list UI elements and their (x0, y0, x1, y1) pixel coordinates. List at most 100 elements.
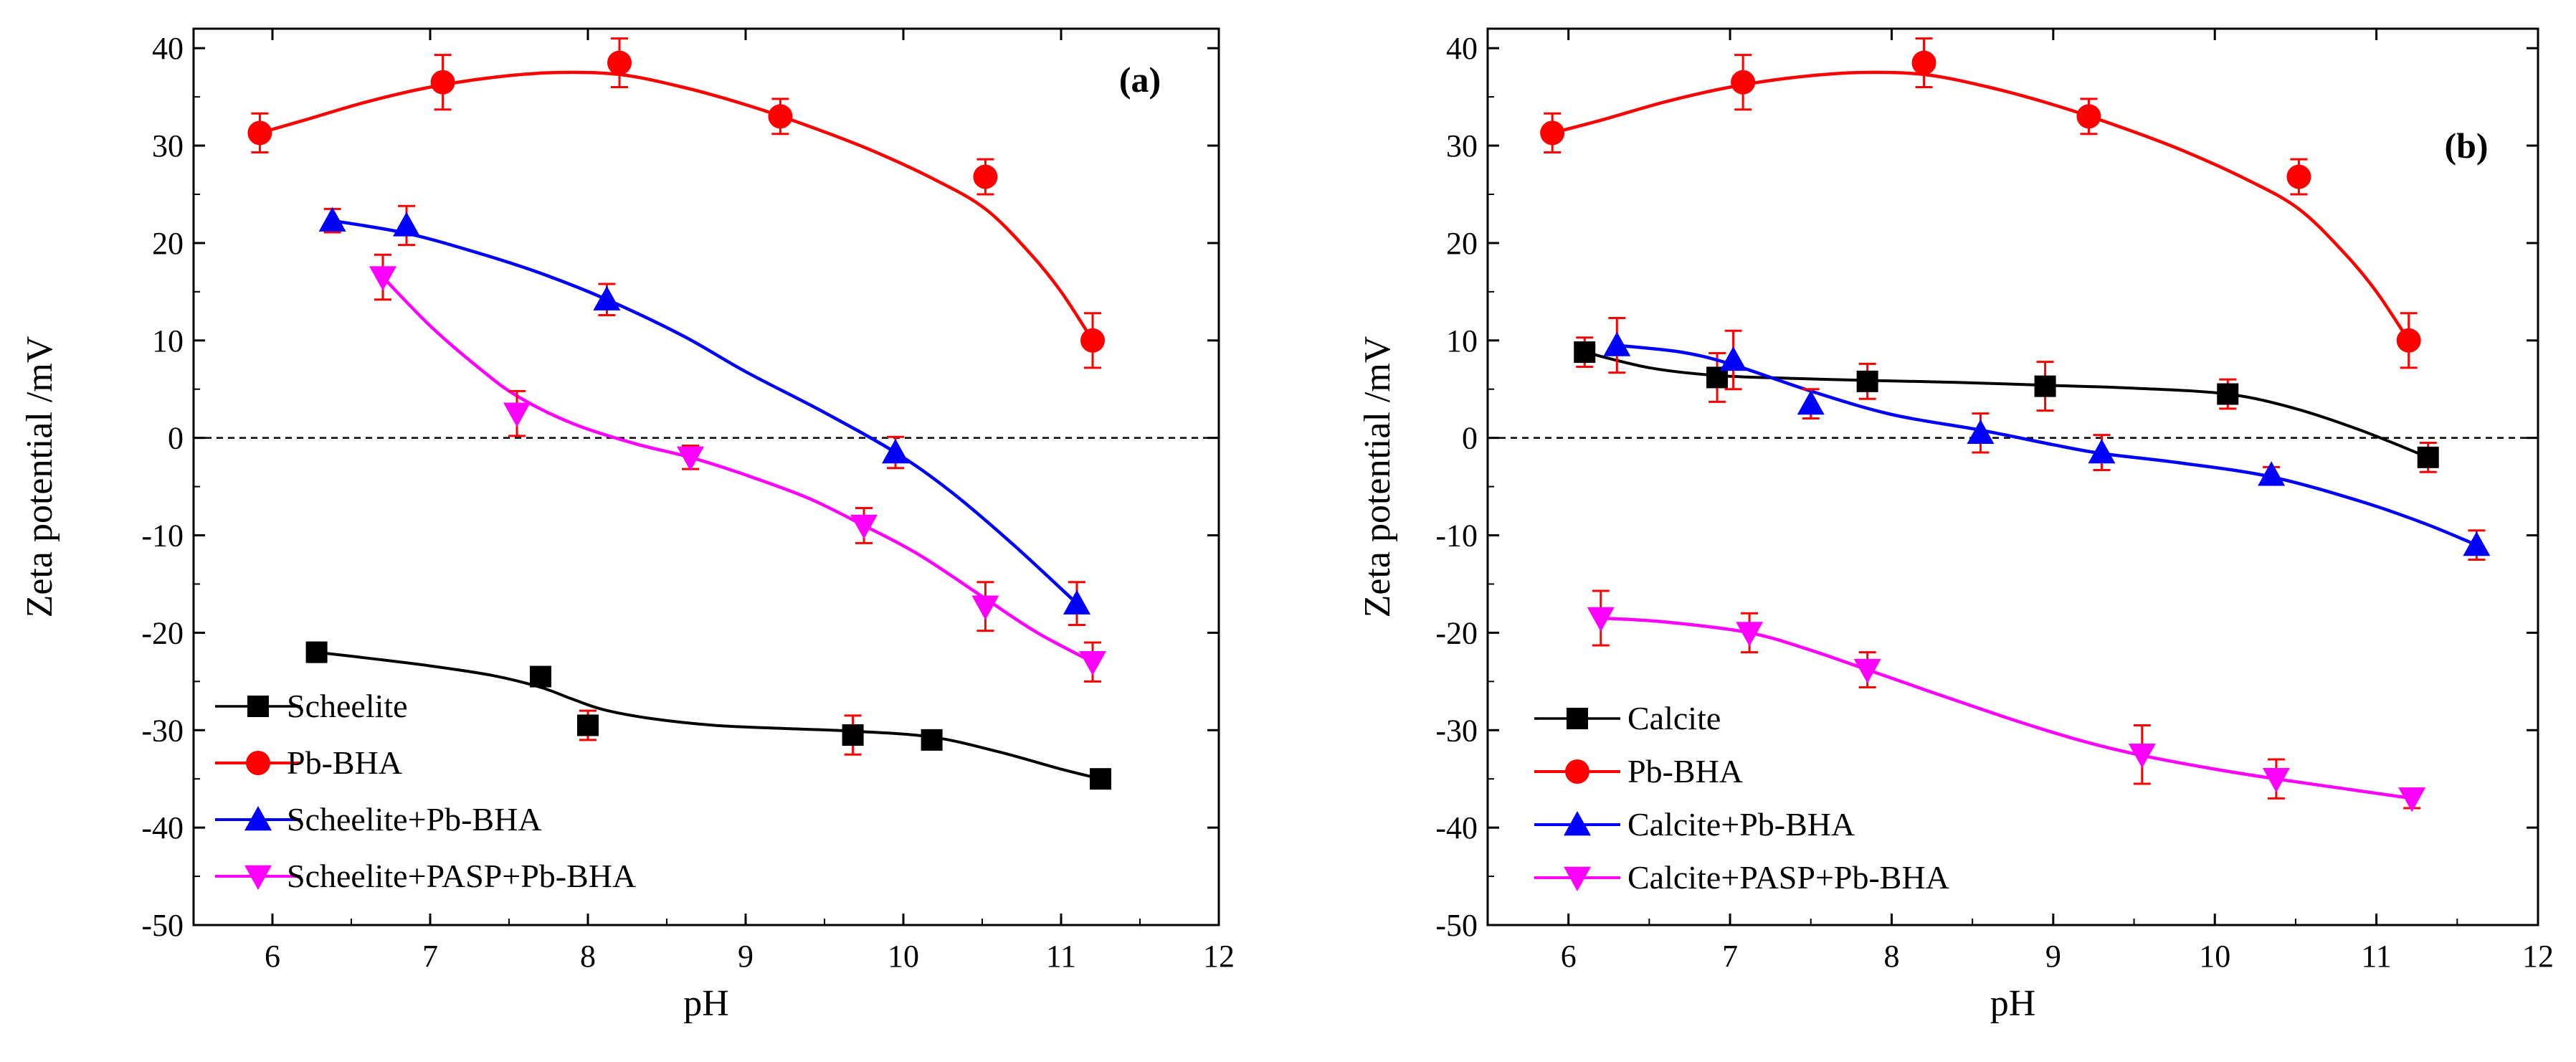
data-point (973, 164, 998, 189)
legend-label: Scheelite (287, 688, 408, 724)
data-point (1587, 607, 1615, 632)
legend-marker (244, 865, 272, 890)
data-point (369, 266, 396, 291)
y-tick-label: 40 (152, 31, 184, 66)
legend-label: Scheelite+Pb-BHA (287, 801, 542, 838)
data-point (768, 104, 793, 129)
legend-marker (1564, 811, 1591, 836)
x-tick-label: 7 (1722, 939, 1738, 974)
panel-label: (b) (2444, 125, 2488, 166)
y-tick-label: 20 (1446, 226, 1478, 261)
series-calcite-pasp-pb-bha (1587, 589, 2426, 812)
y-tick-label: -10 (141, 518, 184, 554)
data-point (593, 285, 621, 310)
x-tick-label: 6 (1561, 939, 1577, 974)
data-point (1731, 70, 1756, 95)
data-point (2258, 461, 2286, 486)
x-tick-label: 10 (888, 939, 919, 974)
y-tick-label: 40 (1446, 31, 1478, 66)
legend-marker (247, 696, 269, 717)
series-scheelite-pb-bha (318, 204, 1090, 627)
data-point (2076, 104, 2101, 129)
x-tick-label: 7 (422, 939, 438, 974)
y-tick-label: -30 (1435, 713, 1478, 748)
plot-frame (1486, 27, 2539, 926)
x-tick-label: 12 (2522, 939, 2554, 974)
y-tick-label: 0 (168, 421, 184, 456)
y-axis-title: Zeta potential /mV (1357, 336, 1398, 618)
data-point (971, 595, 999, 620)
legend-label: Scheelite+PASP+Pb-BHA (287, 858, 636, 894)
series-line (1551, 70, 2410, 342)
legend-marker (246, 751, 270, 775)
legend-marker (1564, 866, 1591, 891)
y-tick-label: 10 (152, 323, 184, 359)
data-point (850, 514, 878, 539)
y-tick-label: 30 (1446, 128, 1478, 163)
chart-panel-b: 6 7 8 9 10 11 12 -50 -40 -30 -20 -10 0 10 20 30 40 pH Zeta… (1357, 27, 2554, 1024)
legend-label: Calcite (1627, 700, 1721, 736)
data-point (1079, 650, 1106, 676)
data-point (305, 641, 328, 663)
plot-frame (192, 27, 1220, 926)
data-point (1574, 341, 1596, 364)
chart-panel-a: 6 7 8 9 10 11 12 -50 -40 -30 -20 -10 0 10 20 30 40 pH Zeta… (19, 27, 1235, 1024)
legend-label: Pb-BHA (287, 744, 402, 781)
x-tick-label: 6 (265, 939, 280, 974)
x-tick-label: 10 (2199, 939, 2230, 974)
data-point (2417, 446, 2439, 468)
legend: Scheelite Pb-BHA Scheelite+Pb-BHA Scheelite… (215, 688, 636, 894)
data-point (430, 70, 455, 95)
x-tick-label: 11 (2361, 939, 2391, 974)
y-tick-label: -40 (1435, 810, 1478, 845)
data-point (1719, 346, 1747, 371)
data-point (1967, 419, 1995, 445)
y-tick-label: -40 (141, 810, 184, 845)
data-point (1853, 658, 1881, 684)
x-tick-label: 11 (1046, 939, 1076, 974)
data-point (2217, 383, 2239, 405)
data-point (577, 714, 599, 736)
data-point (1090, 768, 1111, 790)
y-tick-label: 20 (152, 226, 184, 261)
y-tick-label: -30 (141, 713, 184, 748)
data-point (2034, 375, 2056, 397)
series-line (259, 70, 1094, 342)
x-axis-title: pH (683, 983, 729, 1024)
data-point (1603, 331, 1631, 356)
legend-label: Calcite+Pb-BHA (1627, 806, 1855, 843)
data-point (393, 212, 420, 237)
data-point (842, 724, 864, 746)
y-tick-label: -20 (141, 615, 184, 650)
series-line (316, 650, 1101, 781)
y-tick-label: -50 (1435, 908, 1478, 943)
series-calcite-pb-bha (1603, 317, 2491, 561)
series-pb-bha (1540, 37, 2421, 369)
y-axis-title: Zeta potential /mV (19, 336, 60, 618)
data-point (1080, 328, 1105, 353)
data-point (1736, 622, 1764, 647)
y-tick-label: -20 (1435, 615, 1478, 650)
legend-marker (244, 806, 272, 831)
data-point (1540, 120, 1565, 146)
panel-label: (a) (1119, 60, 1161, 100)
data-point (1797, 390, 1825, 415)
legend-marker (1565, 759, 1589, 784)
legend-label: Pb-BHA (1627, 753, 1743, 790)
data-point (2262, 767, 2290, 793)
series-pb-bha (247, 37, 1105, 369)
legend: Calcite Pb-BHA Calcite+Pb-BHA Calcite+PASP+… (1534, 700, 1949, 896)
data-point (921, 729, 943, 751)
x-tick-label: 8 (580, 939, 596, 974)
data-point (1911, 50, 1936, 75)
data-point (2286, 164, 2311, 189)
data-point (2398, 787, 2426, 812)
data-point (607, 50, 632, 75)
x-tick-label: 8 (1883, 939, 1899, 974)
y-tick-label: 10 (1446, 323, 1478, 359)
data-point (2463, 531, 2491, 556)
y-tick-label: -10 (1435, 518, 1478, 554)
data-point (1063, 589, 1090, 615)
data-point (1856, 370, 1878, 392)
